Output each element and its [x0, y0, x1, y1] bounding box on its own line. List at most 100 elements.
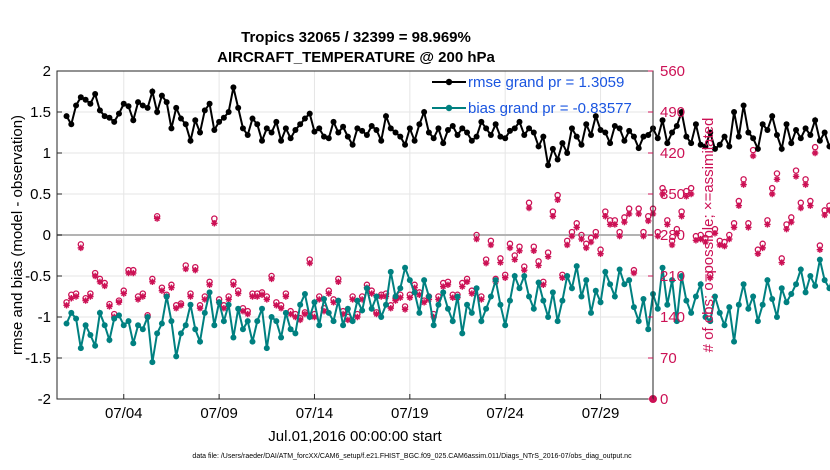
bias-point: [688, 309, 695, 316]
rmse-point: [769, 113, 776, 120]
obs-assimilated-point: [807, 202, 814, 209]
rmse-line: [65, 87, 830, 166]
bias-point: [788, 291, 795, 298]
bias-point: [421, 277, 428, 284]
bias-point: [430, 322, 437, 329]
bias-point: [206, 289, 213, 296]
bias-point: [678, 273, 685, 279]
chart-subtitle: AIRCRAFT_TEMPERATURE @ 200 hPa: [217, 49, 495, 66]
bias-point: [173, 353, 180, 360]
obs-assimilated-point: [540, 281, 547, 288]
bias-point: [711, 293, 718, 300]
rmse-point: [540, 133, 547, 140]
obs-assimilated-point: [220, 305, 228, 312]
rmse-point: [731, 109, 738, 115]
bias-point: [244, 318, 251, 325]
obs-assimilated-point: [559, 274, 566, 281]
rmse-point: [115, 110, 122, 117]
obs-assimilated-point: [645, 217, 652, 225]
obs-assimilated-point: [330, 299, 337, 306]
rmse-point: [292, 127, 299, 134]
obs-assimilated-point: [244, 310, 251, 318]
obs-assimilated-point: [311, 313, 318, 321]
obs-assimilated-point: [501, 274, 509, 281]
bias-point: [330, 318, 337, 325]
bias-point: [135, 322, 142, 329]
right-tick-label: 560: [660, 63, 685, 80]
rmse-point: [125, 103, 132, 110]
rmse-point: [483, 125, 490, 132]
legend: rmse grand pr = 1.3059 bias grand pr = -…: [432, 74, 632, 117]
obs-assimilated-point: [115, 299, 123, 306]
bias-point: [73, 315, 80, 322]
bias-point: [158, 320, 165, 327]
rmse-point: [158, 92, 165, 99]
obs-assimilated-point: [344, 316, 352, 324]
obs-assimilated-point: [263, 296, 270, 303]
bias-point: [559, 297, 566, 304]
rmse-point: [92, 90, 99, 97]
obs-assimilated-point: [301, 310, 309, 318]
legend-bias-label: bias grand pr = -0.83577: [468, 100, 632, 117]
obs-assimilated-point: [134, 296, 142, 303]
bias-point: [592, 287, 599, 294]
bias-point: [263, 345, 270, 352]
bias-point: [492, 277, 499, 284]
obs-assimilated-point: [745, 224, 752, 231]
obs-assimilated-point: [430, 313, 437, 321]
bias-point: [816, 256, 823, 263]
obs-assimilated-point: [630, 269, 638, 277]
right-tick-label: 420: [660, 145, 685, 162]
obs-assimilated-point: [707, 274, 714, 281]
rmse-point: [168, 125, 175, 132]
x-tick-label: 07/29: [582, 405, 620, 422]
rmse-point: [645, 131, 652, 138]
bias-point: [740, 281, 747, 288]
rmse-point: [425, 129, 432, 136]
bias-point: [497, 301, 504, 308]
rmse-point: [235, 104, 242, 111]
obs-assimilated-point: [230, 281, 237, 288]
obs-assimilated-point: [482, 259, 490, 267]
rmse-point: [349, 141, 356, 148]
bias-point: [745, 305, 752, 312]
bias-point: [211, 322, 218, 329]
bias-point: [411, 289, 418, 296]
obs-assimilated-point: [621, 218, 628, 226]
obs-possible-point: [659, 184, 666, 192]
rmse-point: [573, 133, 580, 140]
rmse-point: [77, 94, 84, 101]
obs-assimilated-point: [640, 232, 647, 240]
obs-assimilated-point: [563, 241, 571, 249]
bias-point: [464, 301, 471, 308]
bias-point: [187, 301, 194, 308]
bias-point: [483, 305, 490, 312]
rmse-point: [87, 100, 94, 107]
rmse-point: [120, 100, 127, 107]
bias-point: [635, 318, 642, 325]
x-tick-label: 07/14: [296, 405, 334, 422]
obs-assimilated-point: [306, 259, 313, 267]
obs-assimilated-point: [77, 244, 85, 252]
obs-assimilated-point: [416, 291, 423, 298]
bias-point: [311, 299, 318, 306]
rmse-point: [306, 110, 313, 117]
rmse-point: [654, 135, 661, 142]
rmse-point: [340, 123, 347, 130]
bias-point: [96, 309, 103, 316]
rmse-point: [287, 135, 294, 142]
obs-assimilated-point: [821, 211, 828, 219]
rmse-point: [826, 143, 830, 150]
obs-assimilated-point: [530, 247, 537, 255]
obs-assimilated-point: [387, 305, 394, 312]
rmse-point: [182, 121, 189, 128]
obs-assimilated-point: [173, 305, 180, 312]
bias-point: [773, 314, 780, 320]
bias-point: [301, 291, 308, 298]
rmse-point: [759, 121, 766, 128]
rmse-point: [626, 127, 633, 134]
obs-assimilated-point: [535, 262, 542, 269]
right-axis-ticks: 0 70 140 210 280 350 420 490 560: [648, 63, 685, 408]
obs-possible-point: [792, 167, 800, 174]
rmse-point: [516, 118, 523, 125]
